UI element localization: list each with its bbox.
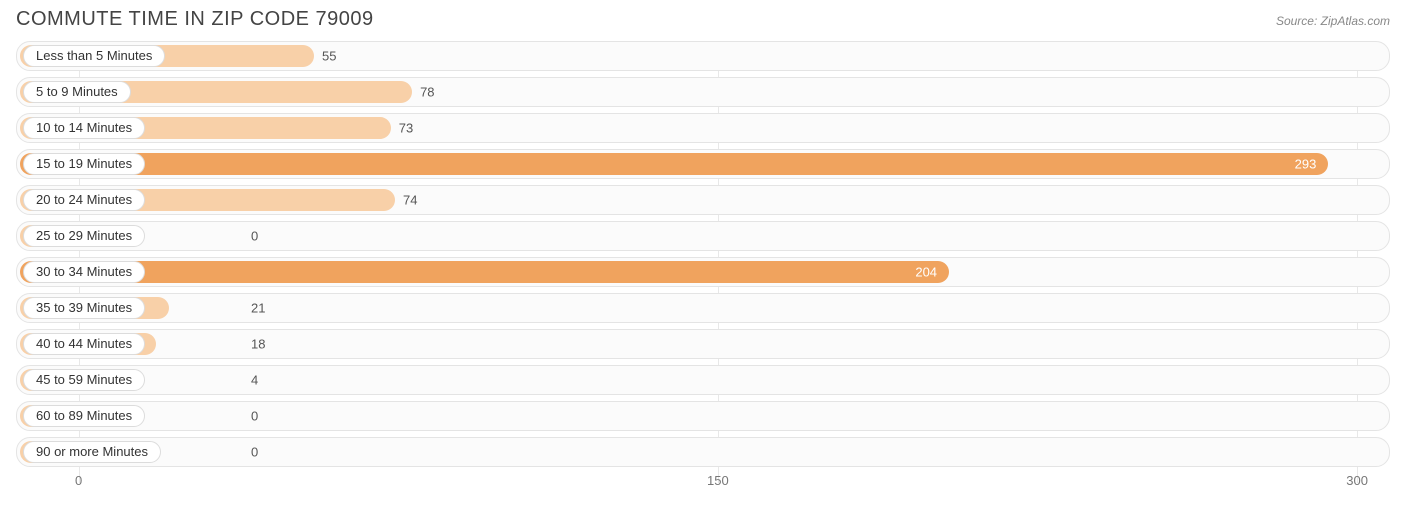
- bar-row: Less than 5 Minutes 55: [16, 41, 1390, 71]
- bar-row: 30 to 34 Minutes 204: [16, 257, 1390, 287]
- value-label: 74: [403, 193, 417, 208]
- value-label: 0: [251, 445, 258, 460]
- x-axis-tick: 150: [707, 473, 729, 488]
- category-pill: Less than 5 Minutes: [23, 45, 165, 67]
- category-label: 15 to 19 Minutes: [36, 156, 132, 171]
- category-pill: 5 to 9 Minutes: [23, 81, 131, 103]
- category-pill: 15 to 19 Minutes: [23, 153, 145, 175]
- bar-row: 10 to 14 Minutes 73: [16, 113, 1390, 143]
- category-label: 45 to 59 Minutes: [36, 372, 132, 387]
- bar-row: 60 to 89 Minutes 0: [16, 401, 1390, 431]
- bar-row: 25 to 29 Minutes 0: [16, 221, 1390, 251]
- bar-row: 40 to 44 Minutes 18: [16, 329, 1390, 359]
- bar: [20, 261, 949, 283]
- category-label: 60 to 89 Minutes: [36, 408, 132, 423]
- value-label: 55: [322, 49, 336, 64]
- category-label: 20 to 24 Minutes: [36, 192, 132, 207]
- category-label: 10 to 14 Minutes: [36, 120, 132, 135]
- category-pill: 30 to 34 Minutes: [23, 261, 145, 283]
- value-label: 0: [251, 409, 258, 424]
- category-label: 25 to 29 Minutes: [36, 228, 132, 243]
- category-label: 35 to 39 Minutes: [36, 300, 132, 315]
- category-pill: 35 to 39 Minutes: [23, 297, 145, 319]
- x-axis: 0 150 300: [16, 473, 1390, 503]
- category-label: 5 to 9 Minutes: [36, 84, 118, 99]
- category-pill: 40 to 44 Minutes: [23, 333, 145, 355]
- bar-row: 45 to 59 Minutes 4: [16, 365, 1390, 395]
- category-pill: 10 to 14 Minutes: [23, 117, 145, 139]
- value-label: 21: [251, 301, 265, 316]
- category-label: Less than 5 Minutes: [36, 48, 152, 63]
- category-pill: 60 to 89 Minutes: [23, 405, 145, 427]
- category-pill: 45 to 59 Minutes: [23, 369, 145, 391]
- value-label: 18: [251, 337, 265, 352]
- category-pill: 90 or more Minutes: [23, 441, 161, 463]
- bar-row: 90 or more Minutes 0: [16, 437, 1390, 467]
- bar-row: 15 to 19 Minutes 293: [16, 149, 1390, 179]
- value-label: 78: [420, 85, 434, 100]
- value-label: 204: [915, 265, 937, 280]
- bar-row: 35 to 39 Minutes 21: [16, 293, 1390, 323]
- bar-row: 20 to 24 Minutes 74: [16, 185, 1390, 215]
- category-label: 30 to 34 Minutes: [36, 264, 132, 279]
- value-label: 73: [399, 121, 413, 136]
- x-axis-tick: 300: [1346, 473, 1368, 488]
- category-pill: 25 to 29 Minutes: [23, 225, 145, 247]
- chart-title: COMMUTE TIME IN ZIP CODE 79009: [16, 8, 374, 31]
- category-label: 40 to 44 Minutes: [36, 336, 132, 351]
- chart-source: Source: ZipAtlas.com: [1276, 14, 1390, 28]
- chart-area: Less than 5 Minutes 55 5 to 9 Minutes 78 10 …: [0, 41, 1406, 467]
- category-label: 90 or more Minutes: [36, 444, 148, 459]
- value-label: 4: [251, 373, 258, 388]
- x-axis-tick: 0: [75, 473, 82, 488]
- value-label: 0: [251, 229, 258, 244]
- chart-header: COMMUTE TIME IN ZIP CODE 79009 Source: Z…: [0, 0, 1406, 41]
- value-label: 293: [1295, 157, 1317, 172]
- category-pill: 20 to 24 Minutes: [23, 189, 145, 211]
- bar: [20, 153, 1328, 175]
- bar-row: 5 to 9 Minutes 78: [16, 77, 1390, 107]
